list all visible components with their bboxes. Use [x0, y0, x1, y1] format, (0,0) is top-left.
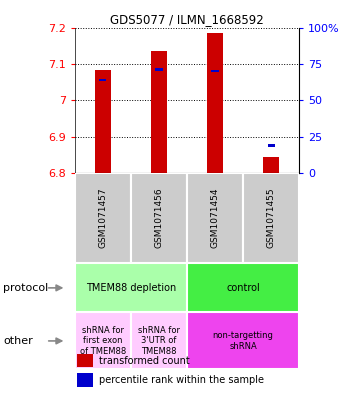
Bar [95, 70, 111, 173]
Text: TMEM88 depletion: TMEM88 depletion [86, 283, 176, 293]
Bar [77, 354, 93, 367]
Text: GSM1071455: GSM1071455 [267, 188, 276, 248]
Text: shRNA for
first exon
of TMEM88: shRNA for first exon of TMEM88 [80, 326, 126, 356]
Bar [187, 312, 299, 369]
Title: GDS5077 / ILMN_1668592: GDS5077 / ILMN_1668592 [110, 13, 264, 26]
Bar [131, 173, 187, 263]
Text: shRNA for
3'UTR of
TMEM88: shRNA for 3'UTR of TMEM88 [138, 326, 180, 356]
Bar [243, 173, 299, 263]
Bar [75, 312, 131, 369]
Bar [263, 156, 279, 173]
Text: percentile rank within the sample: percentile rank within the sample [100, 375, 265, 386]
Bar [207, 33, 223, 173]
Bar [187, 173, 243, 263]
Bar [131, 312, 187, 369]
Bar [187, 263, 299, 312]
Bar [99, 79, 106, 81]
Bar [151, 51, 167, 173]
Text: control: control [226, 283, 260, 293]
Text: GSM1071454: GSM1071454 [210, 188, 220, 248]
Text: non-targetting
shRNA: non-targetting shRNA [212, 331, 274, 351]
Bar [268, 144, 275, 147]
Bar [155, 68, 163, 71]
Bar [75, 263, 187, 312]
Bar [75, 173, 131, 263]
Text: protocol: protocol [3, 283, 49, 293]
Text: GSM1071456: GSM1071456 [154, 188, 164, 248]
Text: GSM1071457: GSM1071457 [98, 188, 107, 248]
Bar [211, 70, 219, 72]
Text: other: other [3, 336, 33, 346]
Bar [77, 373, 93, 387]
Text: transformed count: transformed count [100, 356, 190, 366]
